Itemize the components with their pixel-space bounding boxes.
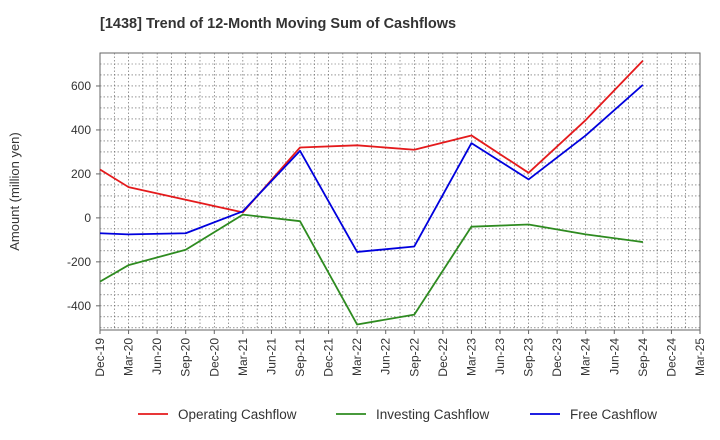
x-tick-label: Dec-20 [207, 338, 221, 377]
y-tick-label: -400 [67, 299, 91, 313]
x-tick-label: Sep-23 [522, 338, 536, 377]
x-tick-label: Jun-21 [264, 338, 278, 375]
x-tick-label: Sep-24 [636, 338, 650, 377]
x-tick-label: Mar-24 [579, 338, 593, 376]
x-tick-label: Jun-22 [379, 338, 393, 375]
legend-label: Free Cashflow [570, 407, 657, 422]
x-tick-label: Jun-23 [493, 338, 507, 375]
y-axis-title: Amount (million yen) [7, 132, 22, 251]
legend: Operating Cashflow Investing Cashflow Free… [138, 407, 657, 422]
x-tick-label: Dec-24 [664, 338, 678, 377]
y-tick-label: 200 [71, 167, 91, 181]
x-tick-label: Dec-22 [436, 338, 450, 377]
x-tick-label: Dec-21 [322, 338, 336, 377]
x-tick-label: Mar-22 [350, 338, 364, 376]
x-axis-ticks: Dec-19 Mar-20 Jun-20 Sep-20 Dec-20 Mar-21 Jun-… [93, 330, 707, 377]
x-tick-label: Sep-22 [407, 338, 421, 377]
legend-label: Investing Cashflow [376, 407, 490, 422]
x-tick-label: Dec-19 [93, 338, 107, 377]
x-tick-label: Mar-23 [464, 338, 478, 376]
chart-title: [1438] Trend of 12-Month Moving Sum of C… [100, 16, 457, 32]
series-line [99, 60, 644, 214]
x-tick-label: Sep-21 [293, 338, 307, 377]
series-line [99, 213, 643, 326]
x-tick-label: Dec-23 [550, 338, 564, 377]
x-tick-label: Mar-21 [236, 338, 250, 376]
y-tick-label: 600 [71, 79, 91, 93]
y-tick-label: 0 [84, 211, 91, 225]
x-tick-label: Jun-24 [607, 338, 621, 375]
x-tick-label: Sep-20 [179, 338, 193, 377]
x-tick-label: Mar-25 [693, 338, 707, 376]
plot-frame [99, 52, 701, 331]
series-line [99, 84, 644, 253]
y-tick-label: -200 [67, 255, 91, 269]
grid-lines [99, 53, 701, 330]
series-lines [99, 60, 644, 326]
y-tick-label: 400 [71, 123, 91, 137]
x-tick-label: Mar-20 [122, 338, 136, 376]
x-tick-label: Jun-20 [150, 338, 164, 375]
legend-label: Operating Cashflow [178, 407, 297, 422]
y-axis-ticks: -400 -200 0 200 400 600 [67, 79, 100, 313]
